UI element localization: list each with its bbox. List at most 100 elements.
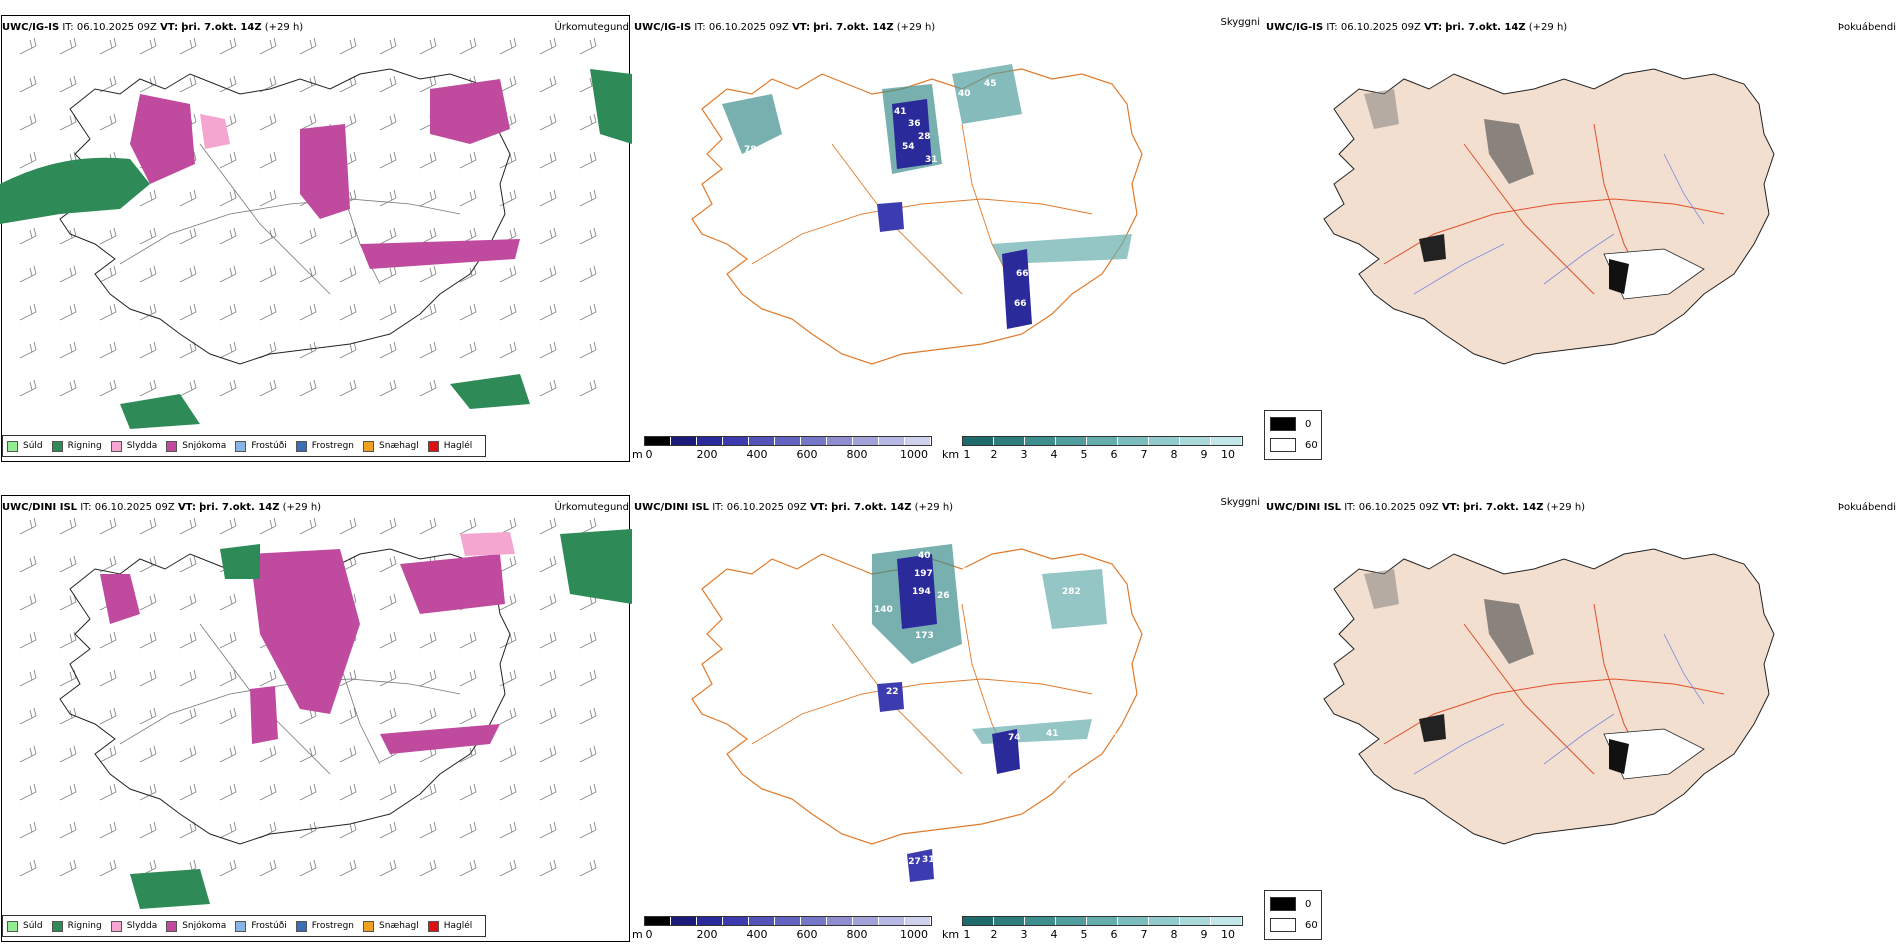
colorbar-box: [671, 437, 697, 445]
wind-barb: [579, 631, 597, 649]
wind-barb: [419, 783, 437, 801]
colorbar-box: [697, 917, 723, 925]
visibility-colorbar: km 1 2 3 4 5 6 7 8 9 10: [942, 916, 1243, 943]
colorbar-tick: 1: [963, 928, 971, 941]
wind-barb: [539, 189, 557, 207]
fog-area: [1364, 89, 1399, 129]
wind-barb: [59, 379, 77, 397]
swatch: [7, 440, 18, 452]
wind-barb: [499, 37, 517, 55]
wind-barb: [579, 379, 597, 397]
wind-barb: [379, 783, 397, 801]
wind-barb: [19, 859, 37, 877]
wind-barb: [299, 517, 317, 535]
wind-barb: [179, 707, 197, 725]
wind-barb: [219, 669, 237, 687]
wind-barb: [259, 189, 277, 207]
model-name: UWC/IG-IS: [1266, 22, 1324, 33]
wind-barb: [579, 707, 597, 725]
wind-barb: [219, 379, 237, 397]
legend-label: Frostregn: [311, 921, 355, 931]
cloudbase-label: 41: [894, 107, 907, 117]
cloudbase-colorbar: m 0 200 400 600 800 1000: [632, 916, 932, 943]
wind-barb: [99, 821, 117, 839]
wind-barb: [139, 517, 157, 535]
wind-barb: [19, 303, 37, 321]
wind-barb: [179, 341, 197, 359]
wind-barb: [459, 189, 477, 207]
swatch: [166, 920, 178, 932]
rivers: [1413, 153, 1705, 295]
colorbar-tick: 1000: [900, 448, 928, 461]
wind-barb: [219, 265, 237, 283]
wind-barb: [539, 859, 557, 877]
panel-type-label: Úrkomutegund: [554, 22, 629, 33]
colorbar-box: [1211, 917, 1242, 925]
wind-barb: [339, 227, 357, 245]
colorbar-tick: 400: [746, 928, 768, 941]
cloudbase-label: 288: [914, 187, 933, 197]
wind-barb: [499, 341, 517, 359]
rain-area: [450, 374, 530, 409]
colorbar-box: [1211, 437, 1242, 445]
wind-barb: [219, 631, 237, 649]
wind-barb: [499, 821, 517, 839]
wind-barb: [339, 859, 357, 877]
iceland-outline: [59, 68, 511, 365]
wind-barb: [419, 707, 437, 725]
wind-barb: [539, 821, 557, 839]
legend-label: Slydda: [126, 921, 158, 931]
it-prefix: IT:: [62, 22, 74, 33]
wind-barb: [419, 227, 437, 245]
wind-barb: [579, 151, 597, 169]
colorbar-tick: 6: [1110, 448, 1118, 461]
colorbar-box: [1180, 437, 1211, 445]
legend-label: Frostúði: [251, 921, 287, 931]
wind-barb: [19, 265, 37, 283]
cloudbase-label: 194: [912, 587, 931, 597]
wind-barb: [379, 151, 397, 169]
colorbar-unit: m: [632, 928, 643, 941]
wind-barb: [419, 669, 437, 687]
cloudbase-label: 25: [702, 240, 715, 250]
wind-barb: [99, 517, 117, 535]
legend-label: Slydda: [126, 441, 158, 451]
vt-prefix: VT:: [1441, 502, 1460, 513]
rain-area: [560, 529, 632, 604]
wind-barb: [259, 783, 277, 801]
fog-area: [1364, 569, 1399, 609]
wind-barb: [219, 517, 237, 535]
colorbar-tick: 400: [746, 448, 768, 461]
wind-barb: [219, 189, 237, 207]
legend-item: Súld: [7, 440, 43, 452]
colorbar-tick: 1: [963, 448, 971, 461]
wind-barb: [539, 707, 557, 725]
cloudbase-label: 197: [914, 569, 933, 579]
wind-barb: [459, 303, 477, 321]
wind-barb: [459, 783, 477, 801]
model-name: UWC/IG-IS: [2, 22, 60, 33]
wind-barb: [379, 555, 397, 573]
colorbar-tick: 4: [1050, 448, 1058, 461]
wind-barb: [539, 75, 557, 93]
wind-barb: [539, 151, 557, 169]
fog-legend: 0 60: [1264, 890, 1322, 940]
wind-barb: [59, 113, 77, 131]
it-prefix: IT:: [694, 22, 706, 33]
wind-barb: [379, 821, 397, 839]
wind-barb: [579, 227, 597, 245]
legend-item: Frostregn: [295, 440, 354, 452]
wind-barb: [259, 379, 277, 397]
swatch: [51, 440, 63, 452]
fog-swatch: [1270, 897, 1296, 911]
wind-barb: [179, 783, 197, 801]
wind-barb: [579, 859, 597, 877]
wind-barb: [579, 265, 597, 283]
wind-barb: [99, 859, 117, 877]
swatch: [51, 920, 63, 932]
wind-barb: [179, 821, 197, 839]
wind-barb: [19, 555, 37, 573]
legend-item: Frostúði: [235, 440, 287, 452]
wind-barb: [539, 341, 557, 359]
precip-type-panel: UWC/IG-IS IT: 06.10.2025 09Z VT: þri. 7.…: [0, 0, 632, 465]
